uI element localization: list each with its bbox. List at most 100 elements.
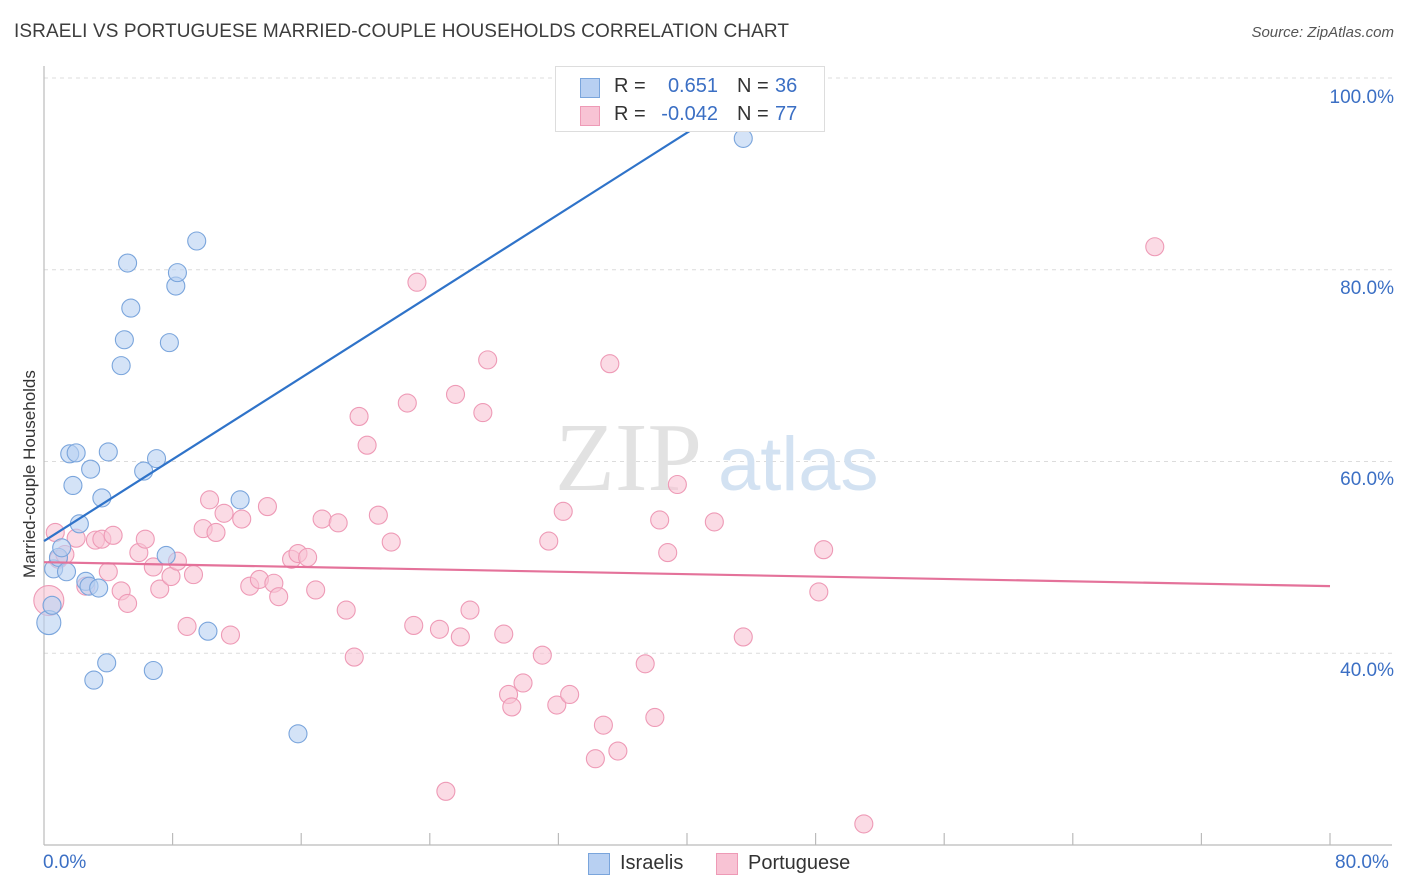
portuguese-point (494, 624, 514, 644)
legend-r-label: R = (614, 75, 646, 97)
portuguese-point (150, 579, 170, 599)
chart-title: ISRAELI VS PORTUGUESE MARRIED-COUPLE HOU… (14, 21, 790, 42)
bottom-legend-label-israelis: Israelis (620, 852, 684, 874)
portuguese-point (143, 557, 163, 577)
israelis-point (733, 128, 753, 148)
series-israelis-points (36, 68, 787, 744)
portuguese-point (407, 272, 427, 292)
portuguese-point (336, 600, 356, 620)
israelis-point (63, 475, 83, 496)
trend-lines (43, 67, 1331, 588)
legend-r-label: R = (614, 103, 646, 125)
israelis-point (84, 670, 104, 690)
portuguese-point (183, 565, 204, 585)
portuguese-point (1145, 237, 1165, 257)
portuguese-point (98, 562, 118, 582)
portuguese-point (635, 654, 655, 674)
israelis-point (89, 578, 109, 598)
portuguese-point (608, 741, 628, 761)
portuguese-point (269, 587, 289, 607)
israelis-point (52, 538, 72, 558)
watermark-zip: ZIP (555, 404, 702, 512)
portuguese-point (103, 525, 123, 545)
israelis-point (167, 263, 187, 283)
legend-row-portuguese: R = -0.042 N = 77 (556, 100, 824, 128)
series-portuguese-points (33, 237, 1165, 834)
watermark-atlas: atlas (718, 422, 879, 507)
portuguese-point (404, 615, 424, 635)
portuguese-point (445, 384, 466, 404)
portuguese-point (118, 593, 138, 613)
portuguese-point (473, 403, 493, 423)
israelis-point (66, 443, 86, 463)
portuguese-point (257, 497, 277, 517)
israelis-point (81, 459, 101, 479)
correlation-legend: R = 0.651 N = 36 R = -0.042 N = 77 (555, 66, 825, 132)
portuguese-point (177, 616, 197, 636)
israelis-point (98, 442, 118, 462)
y-tick-100: 100.0% (1329, 87, 1394, 108)
israelis-point (198, 621, 218, 641)
legend-n-value-israelis: 36 (775, 75, 798, 97)
bottom-legend-swatch-israelis (588, 853, 610, 875)
portuguese-point (560, 684, 580, 705)
legend-swatch-portuguese (580, 106, 600, 126)
israelis-point (114, 330, 134, 350)
israelis-point (143, 660, 163, 681)
israelis-point (42, 595, 62, 615)
trend-line-portuguese (43, 561, 1331, 588)
portuguese-point (553, 501, 573, 521)
x-tick-max: 80.0% (1335, 852, 1389, 873)
israelis-point (121, 298, 141, 318)
portuguese-point (667, 474, 687, 495)
portuguese-point (513, 673, 533, 693)
portuguese-point (214, 503, 234, 523)
portuguese-point (381, 532, 401, 552)
y-axis-label: Married-couple Households (20, 370, 39, 578)
portuguese-point (704, 512, 724, 532)
israelis-point (159, 333, 179, 353)
israelis-point (288, 724, 308, 744)
israelis-point (156, 545, 176, 566)
portuguese-point (429, 619, 449, 639)
legend-n-value-portuguese: 77 (775, 103, 798, 125)
portuguese-point (478, 350, 498, 370)
portuguese-point (502, 697, 522, 717)
portuguese-point (368, 505, 388, 525)
israelis-point (230, 490, 250, 510)
portuguese-point (220, 625, 241, 645)
legend-row-israelis: R = 0.651 N = 36 (556, 72, 824, 100)
portuguese-point (312, 509, 332, 529)
bottom-legend-label-portuguese: Portuguese (748, 852, 851, 874)
portuguese-point (539, 531, 559, 551)
portuguese-point (436, 781, 456, 801)
israelis-point (111, 356, 131, 376)
y-tick-60: 60.0% (1340, 469, 1394, 490)
portuguese-point (135, 529, 155, 549)
legend-r-value-israelis: 0.651 (667, 75, 718, 97)
portuguese-point (547, 695, 567, 715)
portuguese-point (200, 490, 220, 510)
israelis-point (97, 653, 117, 673)
israelis-point (56, 562, 77, 582)
portuguese-point (814, 540, 834, 560)
portuguese-point (460, 600, 480, 620)
portuguese-point (306, 580, 326, 600)
legend-n-label: N = (737, 75, 769, 97)
trend-line-israelis (43, 67, 789, 543)
portuguese-point (357, 435, 377, 455)
bottom-legend-swatch-portuguese (716, 853, 738, 875)
portuguese-point (397, 393, 417, 413)
portuguese-point (658, 543, 678, 563)
axes (43, 66, 1392, 846)
portuguese-point (232, 509, 252, 529)
portuguese-point (650, 510, 670, 530)
portuguese-point (532, 645, 552, 665)
portuguese-point (733, 627, 753, 647)
x-tick-min: 0.0% (43, 852, 87, 873)
portuguese-point (645, 707, 665, 728)
portuguese-point (600, 354, 620, 374)
israelis-point (146, 449, 167, 469)
portuguese-point (809, 582, 829, 602)
